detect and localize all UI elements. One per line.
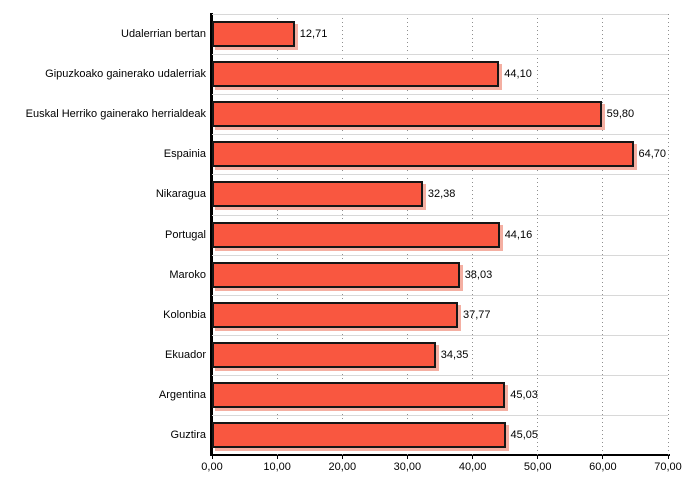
row-separator-line xyxy=(212,94,668,96)
x-tick-mark xyxy=(667,456,669,459)
bar-6 xyxy=(212,261,460,288)
bar-4 xyxy=(212,181,423,208)
bar-value-label: 34,35 xyxy=(440,348,469,361)
vertical-gridline xyxy=(667,14,669,455)
x-tick-label: 20,00 xyxy=(328,461,357,473)
category-label: Espainia xyxy=(163,148,206,161)
category-label: Ekuador xyxy=(165,348,206,361)
x-tick-label: 40,00 xyxy=(458,461,487,473)
bar-value-label: 12,71 xyxy=(299,28,328,40)
row-separator-line xyxy=(212,374,668,376)
vertical-gridline xyxy=(537,14,539,455)
row-separator-line xyxy=(212,54,668,56)
bar-value-label: 32,38 xyxy=(427,188,456,201)
bar-value-label: 37,77 xyxy=(463,308,491,321)
row-separator-line xyxy=(212,254,668,256)
category-label: Nikaragua xyxy=(155,188,206,201)
x-tick-mark xyxy=(406,456,408,459)
x-tick-mark xyxy=(537,456,539,459)
vertical-gridline xyxy=(602,14,604,455)
x-tick-label: 70,00 xyxy=(654,461,682,473)
bar-5 xyxy=(212,221,500,248)
category-label: Argentina xyxy=(158,388,206,401)
x-tick-mark xyxy=(602,456,604,459)
x-tick-label: 30,00 xyxy=(393,461,422,473)
x-tick-label: 10,00 xyxy=(263,461,291,473)
bar-value-label: 38,03 xyxy=(464,268,493,281)
x-tick-mark xyxy=(472,456,474,459)
x-axis-line xyxy=(210,454,670,456)
bar-10 xyxy=(212,422,506,448)
row-separator-line xyxy=(212,334,668,336)
bar-value-label: 64,70 xyxy=(638,148,667,161)
bar-2 xyxy=(212,101,602,128)
category-label: Maroko xyxy=(169,268,206,281)
x-tick-label: 60,00 xyxy=(589,461,617,473)
bar-0 xyxy=(212,21,295,47)
row-separator-line xyxy=(212,414,668,416)
category-label: Kolonbia xyxy=(163,308,206,321)
x-tick-mark xyxy=(211,456,213,459)
bar-9 xyxy=(212,381,506,408)
row-separator-line xyxy=(212,214,668,216)
bar-value-label: 44,16 xyxy=(504,228,533,241)
row-separator-line xyxy=(212,14,668,15)
bar-3 xyxy=(212,141,634,168)
category-label: Udalerrian bertan xyxy=(121,28,206,40)
row-separator-line xyxy=(212,294,668,296)
x-tick-mark xyxy=(276,456,278,459)
row-separator-line xyxy=(212,134,668,136)
row-separator-line xyxy=(212,174,668,176)
category-label: Guztira xyxy=(170,429,206,441)
category-label: Gipuzkoako gainerako udalerriak xyxy=(45,68,206,81)
bar-8 xyxy=(212,341,436,368)
x-tick-label: 50,00 xyxy=(523,461,552,473)
bar-value-label: 59,80 xyxy=(606,108,635,121)
category-label: Euskal Herriko gainerako herrialdeak xyxy=(25,108,206,121)
plot-area: 12,71 44,10 59,80 64,70 32,38 44,16 38,03 37,77… xyxy=(210,13,670,456)
bar-value-label: 44,10 xyxy=(504,68,532,81)
x-tick-mark xyxy=(341,456,343,459)
category-label: Portugal xyxy=(165,228,206,241)
bar-value-label: 45,03 xyxy=(510,388,538,401)
bar-7 xyxy=(212,301,458,328)
y-axis-line xyxy=(210,13,213,456)
x-tick-label: 0,00 xyxy=(201,461,223,473)
bar-1 xyxy=(212,61,500,88)
bar-value-label: 45,05 xyxy=(510,429,539,441)
